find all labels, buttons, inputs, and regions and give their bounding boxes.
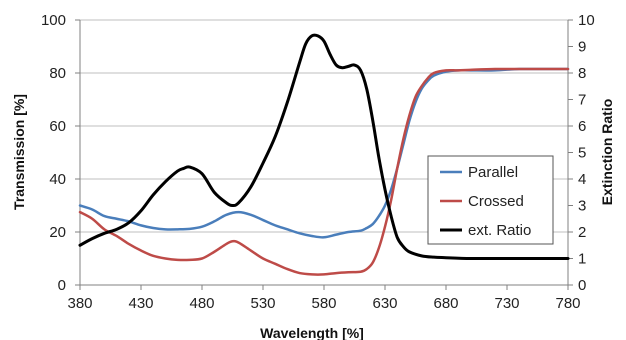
x-tick-label: 630 xyxy=(372,295,397,312)
y-left-tick-label: 0 xyxy=(58,277,66,294)
legend: Parallel Crossed ext. Ratio xyxy=(427,155,554,245)
x-tick-label: 780 xyxy=(555,295,580,312)
y-right-tick-label: 0 xyxy=(578,277,586,294)
x-tick-label: 730 xyxy=(494,295,519,312)
y-left-tick-label: 80 xyxy=(49,65,66,82)
series-line-parallel xyxy=(78,67,570,239)
y-left-tick-label: 40 xyxy=(49,171,66,188)
series-line-crossed xyxy=(78,67,570,276)
y-right-tick-label: 4 xyxy=(578,171,586,188)
legend-label-ext-ratio: ext. Ratio xyxy=(468,222,531,239)
y-right-tick-label: 7 xyxy=(578,92,586,109)
x-tick-label: 680 xyxy=(433,295,458,312)
x-tick-label: 580 xyxy=(311,295,336,312)
y-left-tick-label: 20 xyxy=(49,224,66,241)
tick-labels: 380 430 480 530 580 630 680 730 7800204060801000… xyxy=(41,12,595,312)
x-tick-label: 380 xyxy=(67,295,92,312)
series-line-ext-ratio xyxy=(78,33,570,261)
y-right-tick-label: 6 xyxy=(578,118,586,135)
y-right-tick-label: 9 xyxy=(578,39,586,56)
x-tick-label: 480 xyxy=(189,295,214,312)
y-right-tick-label: 3 xyxy=(578,198,586,215)
y-right-tick-label: 8 xyxy=(578,65,586,82)
x-tick-label: 430 xyxy=(128,295,153,312)
y-axis-right-title: Extinction Ratio xyxy=(599,99,615,206)
x-tick-label: 530 xyxy=(250,295,275,312)
legend-label-parallel: Parallel xyxy=(468,164,518,181)
y-left-tick-label: 100 xyxy=(41,12,66,29)
x-axis-title: Wavelength [%] xyxy=(260,325,364,340)
series-lines xyxy=(78,33,570,276)
y-right-tick-label: 10 xyxy=(578,12,595,29)
y-axis-left-title: Transmission [%] xyxy=(11,94,27,210)
legend-label-crossed: Crossed xyxy=(468,193,524,210)
y-left-tick-label: 60 xyxy=(49,118,66,135)
y-right-tick-label: 5 xyxy=(578,145,586,162)
y-right-tick-label: 2 xyxy=(578,224,586,241)
y-right-tick-label: 1 xyxy=(578,251,586,268)
axes xyxy=(75,19,573,290)
